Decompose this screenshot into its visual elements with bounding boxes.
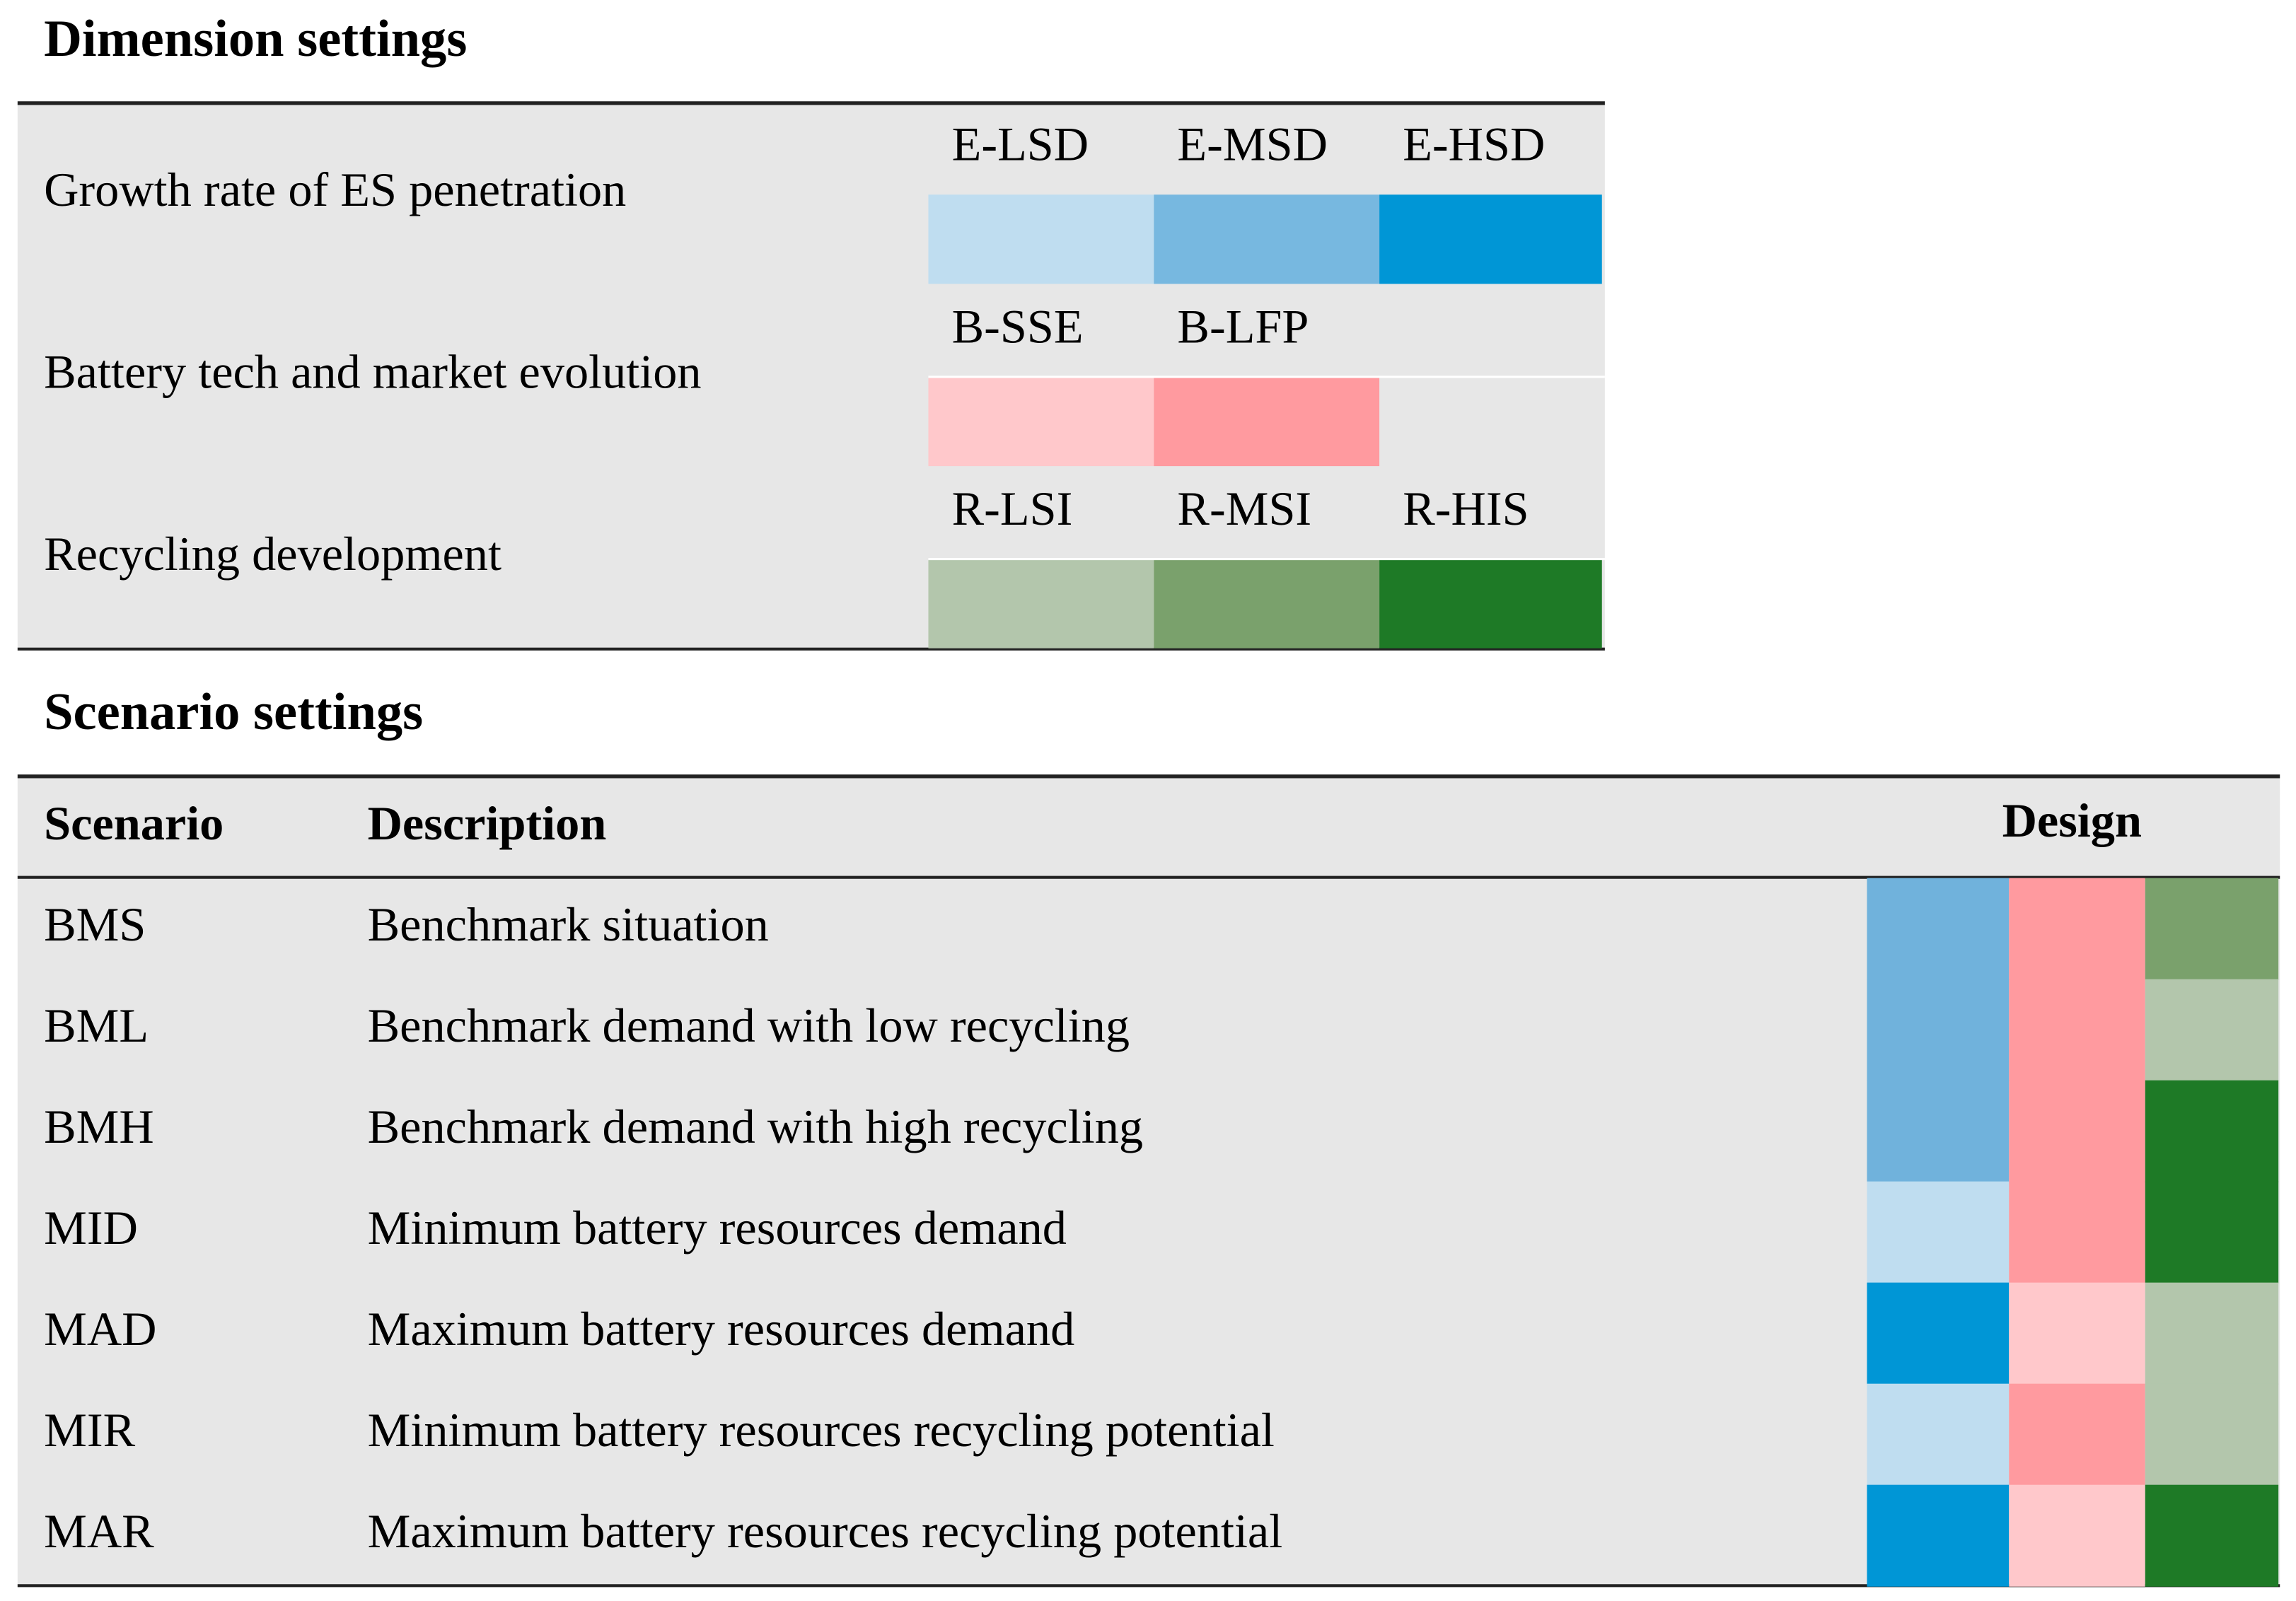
scenario-description: Benchmark demand with high recycling bbox=[368, 1100, 1143, 1153]
option-swatch bbox=[1154, 376, 1380, 467]
design-cell bbox=[2145, 1282, 2279, 1385]
design-cell bbox=[2145, 1181, 2279, 1283]
option-label: R-MSI bbox=[1177, 482, 1311, 535]
design-cell bbox=[1867, 1282, 2010, 1385]
design-cell bbox=[2145, 1484, 2279, 1587]
design-cell bbox=[1867, 1181, 2010, 1283]
option-swatch bbox=[928, 376, 1154, 467]
option-label: R-HIS bbox=[1403, 482, 1529, 535]
scenario-description: Maximum battery resources demand bbox=[368, 1302, 1075, 1356]
option-swatch bbox=[1154, 559, 1380, 648]
option-label: E-LSD bbox=[952, 117, 1089, 171]
scenario-code: BMS bbox=[44, 897, 146, 951]
option-swatch bbox=[928, 194, 1154, 284]
design-cell bbox=[2009, 1484, 2145, 1587]
option-label: B-SSE bbox=[952, 299, 1084, 353]
design-cell bbox=[1867, 1383, 2010, 1486]
option-swatch bbox=[928, 559, 1154, 648]
design-cell bbox=[1867, 878, 2010, 980]
section-title: Dimension settings bbox=[44, 10, 467, 68]
design-cell bbox=[2145, 878, 2279, 980]
column-header: Description bbox=[368, 796, 607, 850]
design-cell bbox=[1867, 1484, 2010, 1587]
design-cell bbox=[2009, 878, 2145, 980]
design-cell bbox=[2009, 979, 2145, 1081]
design-cell bbox=[1867, 1080, 2010, 1182]
scenario-description: Minimum battery resources demand bbox=[368, 1201, 1067, 1254]
option-swatch bbox=[1379, 559, 1602, 648]
option-swatch bbox=[1379, 194, 1602, 284]
design-cell bbox=[2145, 1080, 2279, 1182]
dimension-label: Recycling development bbox=[44, 527, 501, 581]
scenario-description: Maximum battery resources recycling pote… bbox=[368, 1504, 1283, 1558]
option-label: E-MSD bbox=[1177, 117, 1328, 171]
scenario-code: BMH bbox=[44, 1100, 154, 1153]
option-label: B-LFP bbox=[1177, 299, 1309, 353]
design-cell bbox=[1867, 979, 2010, 1081]
design-cell bbox=[2009, 1080, 2145, 1182]
dimension-label: Battery tech and market evolution bbox=[44, 345, 701, 399]
scenario-code: MIR bbox=[44, 1403, 135, 1457]
design-cell bbox=[2009, 1383, 2145, 1486]
section-title: Scenario settings bbox=[44, 683, 423, 741]
scenario-description: Benchmark demand with low recycling bbox=[368, 999, 1130, 1052]
design-cell bbox=[2009, 1181, 2145, 1283]
column-header: Scenario bbox=[44, 796, 224, 850]
scenario-code: MID bbox=[44, 1201, 138, 1254]
option-swatch bbox=[1154, 194, 1380, 284]
scenario-code: MAR bbox=[44, 1504, 154, 1558]
dimension-label: Growth rate of ES penetration bbox=[44, 163, 626, 216]
design-cell bbox=[2145, 979, 2279, 1081]
option-label: R-LSI bbox=[952, 482, 1073, 535]
scenario-description: Benchmark situation bbox=[368, 897, 769, 951]
option-label: E-HSD bbox=[1403, 117, 1545, 171]
design-cell bbox=[2009, 1282, 2145, 1385]
column-header: Design bbox=[2002, 793, 2142, 847]
scenario-code: MAD bbox=[44, 1302, 156, 1356]
scenario-description: Minimum battery resources recycling pote… bbox=[368, 1403, 1275, 1457]
design-cell bbox=[2145, 1383, 2279, 1486]
scenario-code: BML bbox=[44, 999, 149, 1052]
